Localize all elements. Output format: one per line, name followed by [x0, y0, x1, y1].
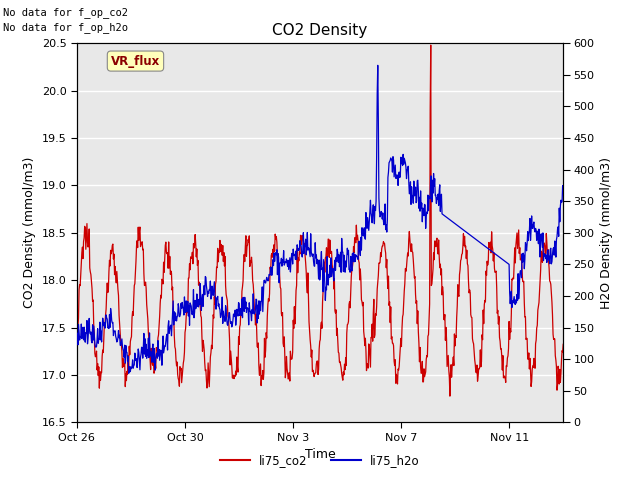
Text: VR_flux: VR_flux: [111, 55, 160, 68]
Text: No data for f_op_h2o: No data for f_op_h2o: [3, 22, 128, 33]
Legend: li75_co2, li75_h2o: li75_co2, li75_h2o: [216, 449, 424, 472]
Title: CO2 Density: CO2 Density: [273, 23, 367, 38]
Y-axis label: H2O Density (mmol/m3): H2O Density (mmol/m3): [600, 157, 613, 309]
Y-axis label: CO2 Density (mmol/m3): CO2 Density (mmol/m3): [23, 157, 36, 309]
X-axis label: Time: Time: [305, 448, 335, 461]
Text: No data for f_op_co2: No data for f_op_co2: [3, 7, 128, 18]
